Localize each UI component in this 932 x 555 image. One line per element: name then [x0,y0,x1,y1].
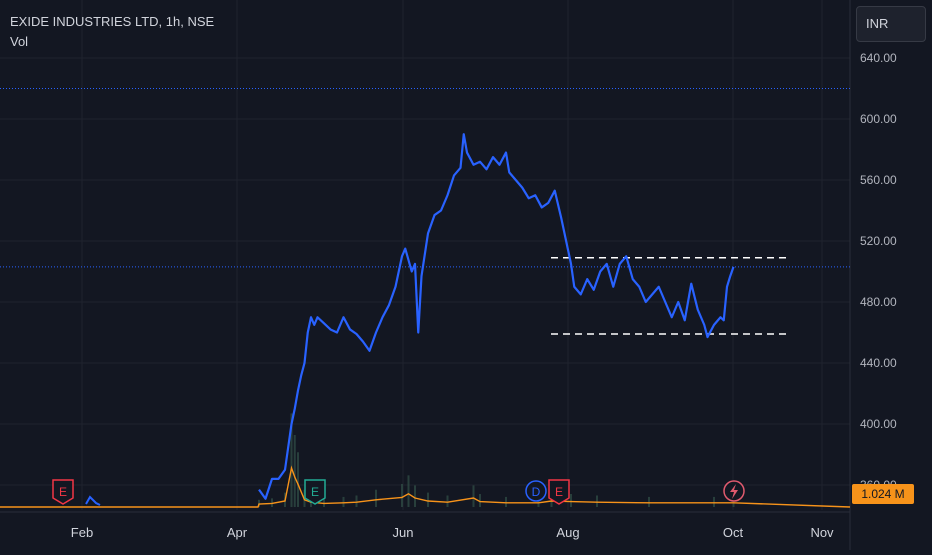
volume-bar [343,497,345,507]
event-marker-label: E [555,485,563,499]
volume-bar [447,495,449,507]
volume-bar [408,475,410,507]
price-line-early-segment [86,497,100,505]
x-tick-label: Nov [810,525,834,540]
volume-bar [713,497,715,507]
event-marker-upcoming[interactable] [724,481,744,501]
event-marker-label: E [59,485,67,499]
volume-bar [473,485,475,507]
volume-value-badge: 1.024 M [852,484,914,504]
event-marker-label: D [532,485,541,499]
y-tick-label: 520.00 [860,234,897,248]
volume-ma-line [0,468,850,507]
x-tick-label: Aug [556,525,579,540]
event-marker-earnings-teal[interactable]: E [305,480,325,504]
volume-bar [294,435,296,507]
x-tick-label: Jun [393,525,414,540]
volume-bar [596,495,598,507]
currency-selector[interactable]: INR [856,6,926,42]
y-tick-label: 440.00 [860,356,897,370]
volume-bar [505,497,507,507]
volume-bar [414,485,416,507]
price-series-line [259,134,734,498]
y-tick-label: 560.00 [860,173,897,187]
x-tick-label: Apr [227,525,248,540]
volume-bar [401,484,403,507]
chart-legend: EXIDE INDUSTRIES LTD, 1h, NSE Vol [10,14,214,49]
volume-bar [427,493,429,507]
x-tick-label: Feb [71,525,93,540]
volume-bar [297,452,299,507]
event-marker-earnings[interactable]: E [53,480,73,504]
event-marker-label: E [311,485,319,499]
volume-indicator-label[interactable]: Vol [10,34,214,49]
event-marker-earnings[interactable]: E [549,480,569,504]
volume-bar [375,490,377,507]
y-tick-label: 400.00 [860,417,897,431]
volume-bar [356,495,358,507]
volume-bar [570,494,572,507]
y-tick-label: 600.00 [860,112,897,126]
y-tick-label: 480.00 [860,295,897,309]
event-marker-dividend[interactable]: D [526,481,546,501]
symbol-title[interactable]: EXIDE INDUSTRIES LTD, 1h, NSE [10,14,214,29]
volume-bar [648,497,650,507]
x-tick-label: Oct [723,525,744,540]
y-tick-label: 640.00 [860,51,897,65]
